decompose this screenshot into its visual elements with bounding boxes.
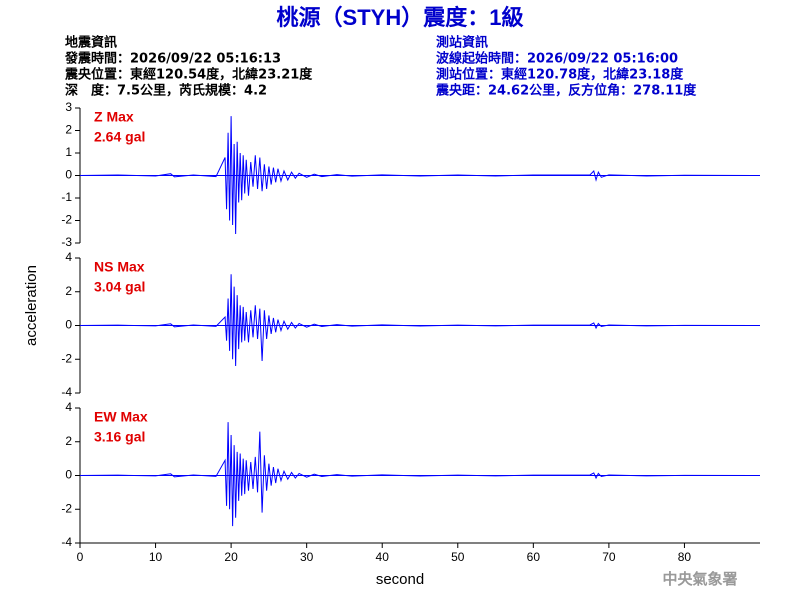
info-line: 測站資訊 (436, 35, 488, 51)
y-tick-label: -1 (61, 190, 72, 204)
x-tick-label: 0 (77, 550, 84, 564)
x-tick-label: 40 (376, 550, 390, 564)
max-label: 3.16 gal (94, 429, 145, 445)
max-label: 2.64 gal (94, 129, 145, 145)
x-tick-label: 20 (224, 550, 238, 564)
panel-label: Z Max (94, 109, 134, 125)
x-tick-label: 30 (300, 550, 314, 564)
info-line: 發震時間：2026/09/22 05:16:13 (64, 51, 281, 67)
panel-label: EW Max (94, 409, 148, 425)
x-tick-label: 50 (451, 550, 465, 564)
y-tick-label: -2 (61, 501, 72, 515)
y-tick-label: -2 (61, 351, 72, 365)
title: 桃源（STYH）震度：1級 (277, 5, 524, 30)
waveform (79, 422, 753, 527)
y-tick-label: 0 (65, 318, 72, 332)
x-tick-label: 80 (678, 550, 692, 564)
y-tick-label: 4 (65, 250, 72, 264)
y-tick-label: 4 (65, 400, 72, 414)
y-tick-label: 3 (65, 100, 72, 114)
y-tick-label: 0 (65, 468, 72, 482)
y-tick-label: -2 (61, 213, 72, 227)
x-tick-label: 60 (527, 550, 541, 564)
waveform (79, 274, 753, 367)
x-axis-label: second (376, 571, 424, 588)
waveform (79, 116, 753, 235)
y-tick-label: 2 (65, 284, 72, 298)
info-line: 地震資訊 (65, 35, 117, 51)
y-tick-label: 1 (65, 145, 72, 159)
info-line: 震央距：24.62公里，反方位角：278.11度 (435, 83, 697, 99)
y-tick-label: 2 (65, 123, 72, 137)
x-tick-label: 10 (149, 550, 163, 564)
info-line: 深 度：7.5公里，芮氏規模：4.2 (65, 83, 267, 99)
y-tick-label: -3 (61, 235, 72, 249)
y-tick-label: -4 (61, 385, 72, 399)
x-tick-label: 70 (602, 550, 616, 564)
panel-label: NS Max (94, 259, 145, 275)
y-axis-label: acceleration (23, 265, 40, 346)
info-line: 波線起始時間：2026/09/22 05:16:00 (436, 51, 678, 67)
info-line: 測站位置：東經120.78度，北緯23.18度 (436, 67, 684, 83)
y-tick-label: 2 (65, 434, 72, 448)
watermark: 中央氣象署 (662, 570, 737, 588)
y-tick-label: -4 (61, 535, 72, 549)
info-line: 震央位置：東經120.54度，北緯23.21度 (64, 67, 313, 83)
y-tick-label: 0 (65, 168, 72, 182)
max-label: 3.04 gal (94, 279, 145, 295)
